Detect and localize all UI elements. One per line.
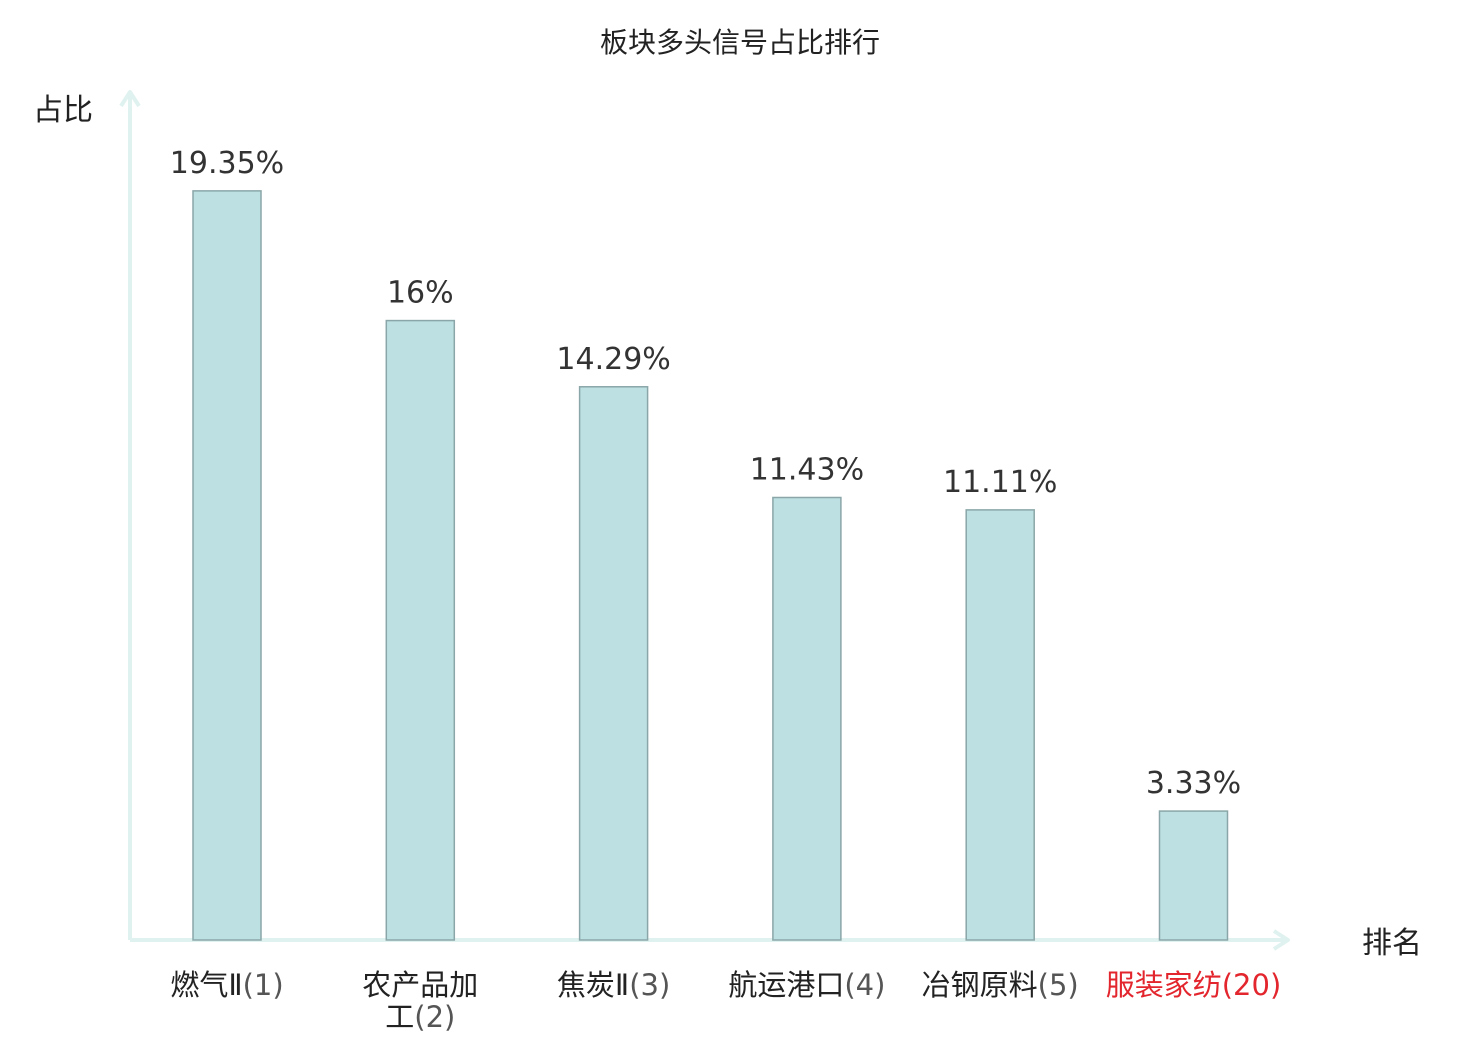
bar [192, 190, 262, 941]
bar-value-label: 11.11% [943, 465, 1057, 500]
bar [772, 496, 842, 941]
bar [385, 319, 456, 941]
bar [1158, 810, 1229, 941]
bar [578, 386, 649, 941]
category-rank: (20) [1222, 968, 1282, 1002]
category-label: 服装家纺(20) [1106, 968, 1282, 1002]
category-name: 航运港口 [728, 968, 844, 1002]
category-rank: (4) [844, 968, 885, 1002]
category-name: 冶钢原料 [922, 968, 1038, 1002]
category-name: 燃气Ⅱ [170, 968, 242, 1002]
axes [119, 90, 1290, 951]
bar-value-label: 11.43% [750, 452, 864, 487]
category-rank: (1) [243, 968, 284, 1002]
category-label-line-1: 农产品加 [362, 968, 478, 1002]
x-axis-label: 排名 [1362, 926, 1422, 961]
bar-value-label: 16% [387, 276, 454, 311]
bars-group [192, 190, 1229, 941]
category-rank: (3) [629, 968, 670, 1002]
bar [965, 509, 1035, 941]
category-label: 冶钢原料(5) [922, 968, 1079, 1002]
category-name: 工 [385, 1000, 414, 1034]
category-label: 焦炭Ⅱ(3) [557, 968, 670, 1002]
y-axis-arrow [119, 90, 141, 108]
category-label: 航运港口(4) [728, 968, 885, 1002]
category-label-line-2: 工(2) [385, 1000, 455, 1034]
category-rank: (5) [1038, 968, 1079, 1002]
x-axis-arrow [1272, 929, 1290, 951]
chart-title: 板块多头信号占比排行 [600, 26, 880, 59]
category-name: 服装家纺 [1106, 968, 1222, 1002]
value-labels-group: 19.35% 16% 14.29% 11.43% 11.11% 3.33% [170, 146, 1241, 801]
bar-value-label: 19.35% [170, 146, 284, 181]
category-label: 燃气Ⅱ(1) [170, 968, 283, 1002]
bar-value-label: 3.33% [1146, 766, 1241, 801]
y-axis-label: 占比 [33, 93, 93, 128]
category-name: 焦炭Ⅱ [557, 968, 629, 1002]
bar-value-label: 14.29% [556, 342, 670, 377]
category-rank: (2) [414, 1000, 455, 1034]
